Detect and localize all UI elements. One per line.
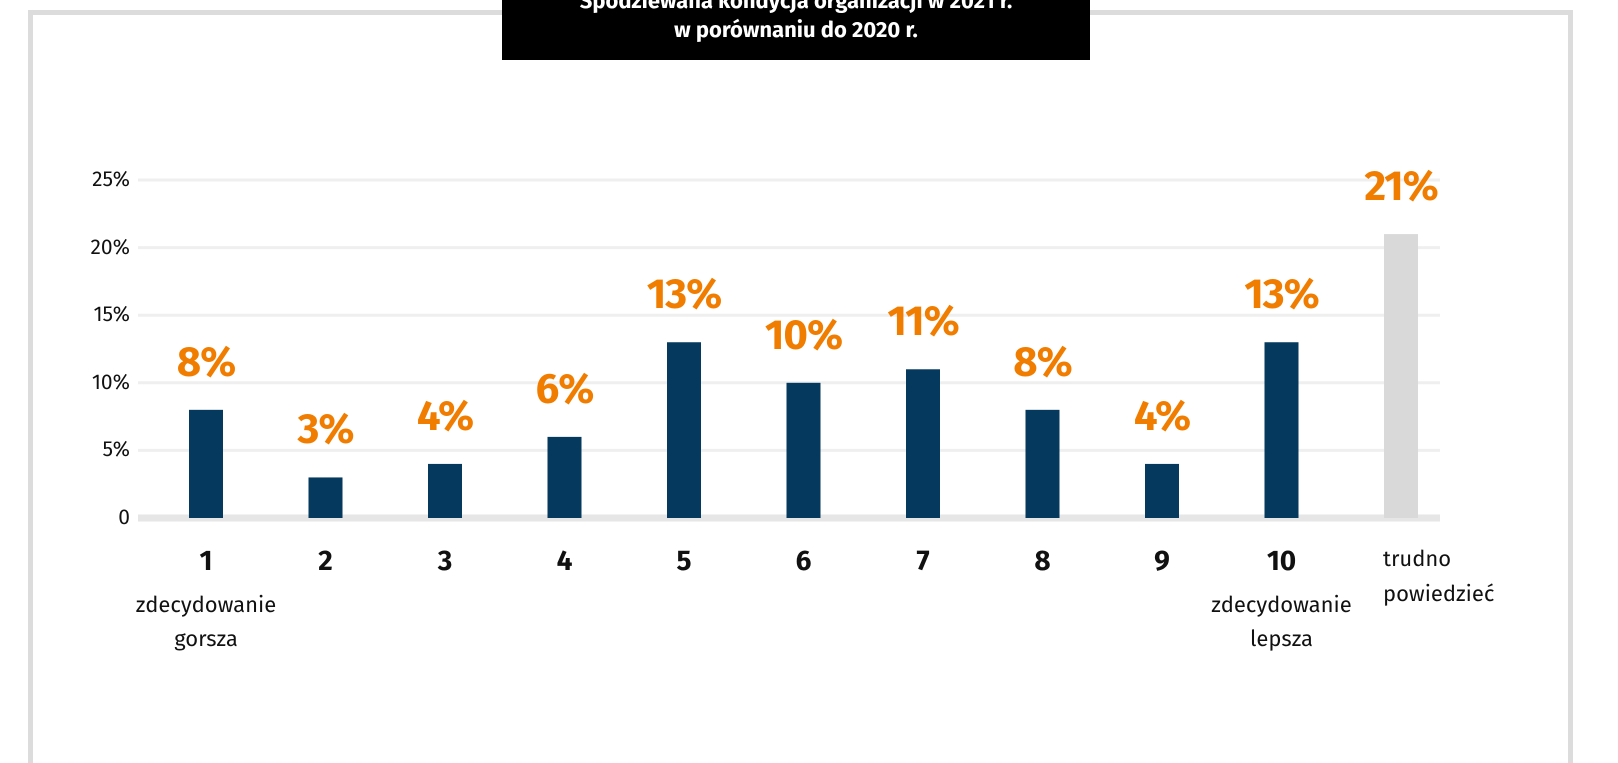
x-tick-label: 9 [1154,545,1170,578]
bar [667,342,701,518]
bar [906,369,940,518]
y-tick-label: 25% [92,166,130,192]
title-line: w porównaniu do 2020 r. [674,16,918,43]
x-tick-label: 10 [1266,545,1297,578]
bar [1264,342,1299,518]
y-tick-label: 10% [91,368,130,395]
data-label: 11% [887,297,959,348]
bar [1145,463,1179,518]
data-label: 10% [764,310,843,361]
y-tick-label: 5% [102,436,130,463]
y-tick-label: 0 [118,504,130,530]
x-tick-label: 8 [1034,545,1051,578]
data-label: 13% [646,270,722,321]
chart-title: Spodziewana kondycja organizacji w 2021 … [502,0,1090,60]
x-tick-label: 5 [676,545,692,578]
x-tick-label: 6 [795,545,812,578]
x-tick-label: trudno powiedzieć [1383,545,1495,607]
data-label: 3% [297,405,355,456]
data-label: 4% [416,391,474,442]
x-sublabel: zdecydowanie lepsza [1211,591,1352,652]
x-tick-label: 4 [556,545,573,578]
data-label: 8% [1013,337,1072,388]
x-tick-label: 7 [916,545,930,578]
data-label: 8% [176,337,236,388]
x-tick-label: 1 [199,545,213,578]
bar [1384,234,1418,518]
x-sublabel: zdecydowanie gorsza [135,591,277,652]
data-label: 21% [1364,162,1438,213]
title-line: Spodziewana kondycja organizacji w 2021 … [579,0,1013,14]
bar [547,436,582,518]
data-label: 6% [535,364,595,415]
data-label: 13% [1244,270,1319,321]
bar [1025,409,1060,518]
y-tick-label: 15% [93,301,130,328]
data-label: 4% [1133,391,1191,442]
bar [189,409,223,518]
bar [428,463,462,518]
y-tick-label: 20% [90,233,130,260]
bar [308,477,343,518]
x-tick-label: 3 [437,545,453,578]
x-tick-label: 2 [318,545,333,578]
bar [786,382,821,518]
